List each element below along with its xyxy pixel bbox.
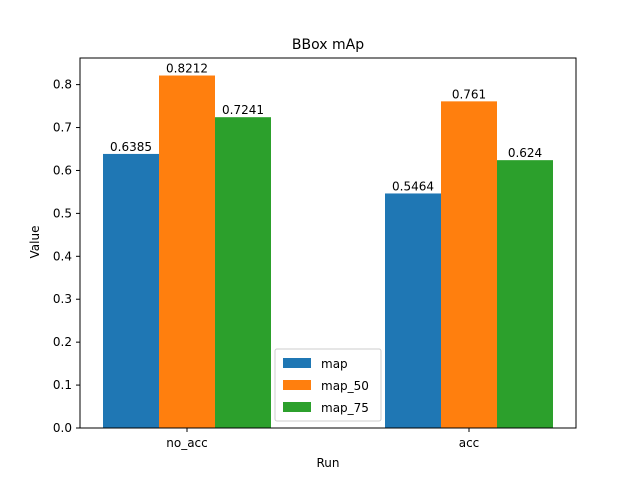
y-tick-label: 0.8	[53, 78, 72, 92]
y-tick-label: 0.5	[53, 206, 72, 220]
legend-swatch-map-75	[283, 402, 311, 412]
bar-value-label: 0.761	[452, 87, 486, 101]
legend-swatch-map	[283, 358, 311, 368]
bar-map-75-acc	[497, 160, 553, 428]
bar-map-acc	[385, 193, 441, 428]
bar-map-no-acc	[103, 153, 159, 428]
legend-label-map-50: map_50	[321, 379, 369, 393]
y-tick-label: 0.0	[53, 421, 72, 435]
x-axis-label: Run	[316, 456, 339, 470]
y-tick-label: 0.7	[53, 121, 72, 135]
chart-title: BBox mAp	[292, 37, 364, 53]
y-tick-label: 0.4	[53, 249, 72, 263]
legend-label-map: map	[321, 357, 348, 371]
bar-value-label: 0.7241	[222, 103, 264, 117]
bar-value-label: 0.624	[508, 146, 542, 160]
y-tick-label: 0.1	[53, 378, 72, 392]
x-tick-label: no_acc	[166, 436, 208, 450]
y-tick-label: 0.6	[53, 163, 72, 177]
plot-frame	[79, 57, 577, 429]
legend-swatch-map-50	[283, 380, 311, 390]
bar-value-label: 0.5464	[392, 179, 434, 193]
y-tick-label: 0.3	[53, 292, 72, 306]
x-tick-label: acc	[459, 436, 480, 450]
bar-labels-layer: 0.6385 0.5464 0.8212 0.761 0.7241 0.624	[110, 62, 542, 194]
legend-label-map-75: map_75	[321, 401, 369, 415]
x-axis: no_acc acc	[166, 428, 479, 450]
bars-layer	[103, 75, 553, 429]
legend: map map_50 map_75	[274, 348, 382, 422]
y-axis-label: Value	[28, 226, 42, 259]
y-tick-label: 0.2	[53, 335, 72, 349]
bar-map-50-no-acc	[159, 75, 215, 429]
bar-map-50-acc	[441, 101, 497, 429]
bar-value-label: 0.6385	[110, 140, 152, 154]
bar-value-label: 0.8212	[166, 62, 208, 76]
y-axis: 0.0 0.1 0.2 0.3 0.4 0.5 0.6 0.7 0.8	[53, 78, 80, 435]
bar-map-75-no-acc	[215, 117, 271, 429]
